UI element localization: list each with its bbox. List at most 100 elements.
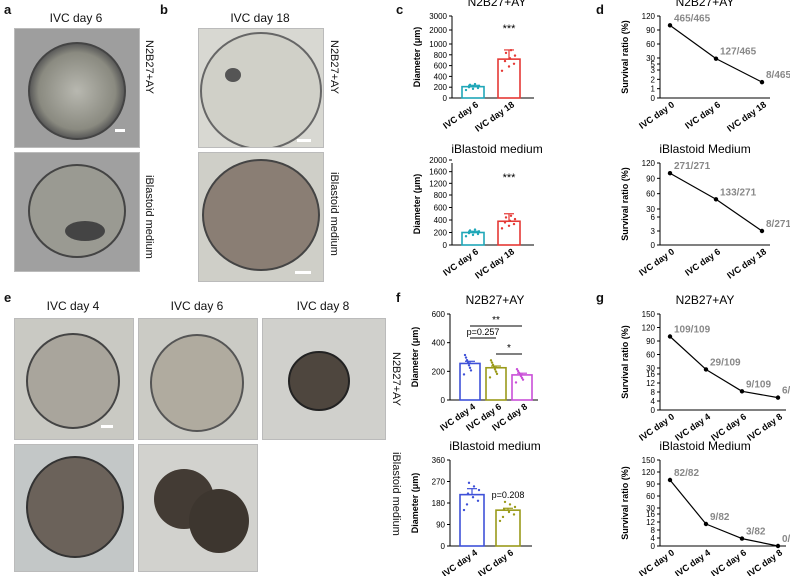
y-tick-label: 90 bbox=[646, 480, 655, 489]
data-point bbox=[500, 227, 504, 230]
significance-label: ** bbox=[492, 315, 500, 326]
series-line bbox=[741, 538, 779, 547]
micrograph-e2-iblastoid bbox=[138, 444, 258, 572]
data-point bbox=[518, 373, 522, 376]
x-tick-label: IVC day 6 bbox=[683, 99, 722, 130]
data-point bbox=[512, 62, 516, 65]
data-point bbox=[471, 233, 475, 237]
data-point bbox=[476, 86, 480, 90]
data-label: 109/109 bbox=[674, 325, 711, 336]
y-tick-label: 600 bbox=[434, 204, 448, 213]
y-tick-label: 0 bbox=[443, 241, 448, 250]
data-point bbox=[495, 372, 499, 376]
y-tick-label: 60 bbox=[646, 190, 655, 199]
data-point bbox=[503, 59, 507, 63]
micrograph-e3-n2b27 bbox=[262, 318, 386, 440]
data-label: 9/109 bbox=[746, 379, 771, 390]
data-label: 127/465 bbox=[720, 47, 757, 58]
data-point bbox=[471, 496, 475, 499]
series-line bbox=[669, 336, 707, 370]
panel-label-b: b bbox=[160, 2, 168, 17]
data-label: 0/82 bbox=[782, 534, 790, 545]
data-point bbox=[513, 217, 517, 221]
x-tick-label: IVC day 6 bbox=[709, 547, 748, 576]
bar bbox=[459, 362, 481, 401]
row-label-b2: iBlastoid medium bbox=[328, 172, 340, 256]
y-tick-label: 200 bbox=[434, 83, 448, 92]
y-tick-label: 30 bbox=[646, 504, 655, 513]
significance-label: *** bbox=[503, 172, 517, 184]
y-tick-label: 150 bbox=[642, 456, 656, 465]
y-axis-label: Survival ratio (%) bbox=[620, 167, 630, 241]
data-point bbox=[508, 57, 512, 60]
data-point bbox=[468, 366, 472, 370]
data-point bbox=[477, 488, 481, 492]
bar bbox=[495, 509, 521, 547]
y-tick-label: 0 bbox=[651, 94, 656, 103]
chart-title: N2B27+AY bbox=[466, 293, 525, 307]
significance-label: p=0.208 bbox=[492, 490, 525, 500]
y-tick-label: 3 bbox=[651, 66, 656, 75]
data-point bbox=[775, 543, 781, 549]
micrograph-a-n2b27 bbox=[14, 28, 140, 148]
data-point bbox=[467, 481, 471, 485]
significance-label: p=0.257 bbox=[467, 327, 500, 337]
chart-title: iBlastoid Medium bbox=[659, 439, 750, 453]
data-point bbox=[513, 54, 517, 57]
series-line bbox=[669, 479, 707, 525]
x-tick-label: IVC day 18 bbox=[725, 99, 768, 133]
data-point bbox=[667, 171, 673, 176]
y-tick-label: 600 bbox=[434, 62, 448, 71]
chart-title: N2B27+AY bbox=[676, 0, 735, 9]
data-point bbox=[667, 334, 673, 339]
y-tick-label: 0 bbox=[651, 406, 656, 415]
panel-e-title-3: IVC day 8 bbox=[296, 299, 350, 313]
data-label: 9/82 bbox=[710, 512, 730, 523]
micrograph-e1-n2b27 bbox=[14, 318, 134, 440]
data-point bbox=[477, 84, 481, 87]
y-tick-label: 0 bbox=[651, 542, 656, 551]
data-label: 82/82 bbox=[674, 468, 699, 479]
x-tick-label: IVC day 4 bbox=[440, 547, 479, 576]
panel-label-a: a bbox=[4, 2, 12, 17]
data-point bbox=[467, 364, 471, 367]
y-tick-label: 1000 bbox=[429, 40, 447, 49]
series-line bbox=[669, 172, 717, 200]
data-point bbox=[503, 500, 507, 504]
data-point bbox=[498, 519, 502, 523]
y-tick-label: 360 bbox=[432, 456, 446, 465]
x-tick-label: IVC day 4 bbox=[673, 547, 712, 576]
data-point bbox=[467, 231, 471, 235]
y-tick-label: 3 bbox=[651, 227, 656, 236]
embryo-image bbox=[26, 456, 124, 558]
x-tick-label: IVC day 0 bbox=[637, 547, 676, 576]
data-label: 465/465 bbox=[674, 13, 711, 24]
data-point bbox=[467, 86, 471, 89]
panel-label-g: g bbox=[596, 290, 604, 305]
data-point bbox=[464, 88, 468, 92]
data-point bbox=[465, 358, 469, 362]
data-point bbox=[466, 492, 470, 495]
embryo-image bbox=[154, 469, 249, 553]
data-point bbox=[667, 23, 673, 28]
y-axis-label: Survival ratio (%) bbox=[620, 466, 630, 540]
data-point bbox=[516, 369, 520, 373]
data-point bbox=[468, 83, 472, 87]
chart-d-iblastoid: iBlastoid Medium 0 3 630 60 90 120 Survival rat… bbox=[620, 142, 790, 281]
data-point bbox=[472, 231, 476, 234]
y-tick-label: 3000 bbox=[429, 12, 447, 21]
row-label-a1: N2B27+AY bbox=[143, 40, 155, 94]
data-point bbox=[713, 197, 719, 202]
micrograph-e2-n2b27 bbox=[138, 318, 258, 440]
data-point bbox=[463, 353, 467, 357]
data-point bbox=[508, 219, 512, 222]
data-point bbox=[492, 365, 496, 369]
panel-e-title-1: IVC day 4 bbox=[46, 299, 100, 313]
y-tick-label: 150 bbox=[642, 310, 656, 319]
data-point bbox=[509, 48, 513, 52]
micrograph-b-n2b27 bbox=[198, 28, 324, 148]
data-point bbox=[667, 477, 673, 483]
data-point bbox=[517, 371, 521, 374]
y-tick-label: 120 bbox=[642, 159, 656, 168]
